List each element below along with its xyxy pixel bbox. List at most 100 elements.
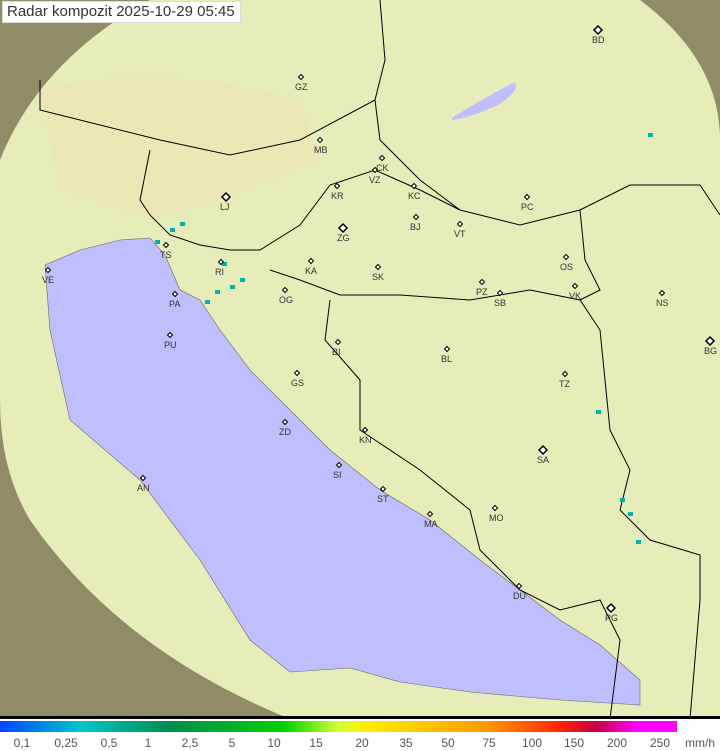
legend-label: 20 [355, 736, 369, 750]
city-pg: PG [605, 602, 618, 623]
city-marker-icon [333, 182, 341, 190]
legend-label: 75 [482, 736, 496, 750]
city-label: SI [333, 470, 342, 480]
city-label: VT [454, 229, 466, 239]
legend-label: 2,5 [181, 736, 199, 750]
city-label: DU [513, 591, 526, 601]
city-bd: BD [592, 24, 605, 45]
city-zg: ZG [337, 222, 350, 243]
city-marker-icon [571, 282, 579, 290]
city-ve: VE [42, 266, 54, 285]
city-bi: BI [332, 338, 342, 357]
city-marker-icon [293, 369, 301, 377]
city-bg: BG [704, 335, 717, 356]
city-st: ST [377, 485, 389, 504]
city-marker-icon [412, 213, 420, 221]
city-marker-icon [537, 444, 549, 456]
city-kn: KN [359, 426, 372, 445]
city-os: OS [560, 253, 573, 272]
city-si: SI [333, 461, 343, 480]
city-pc: PC [521, 193, 534, 212]
city-ri: RI [215, 258, 225, 277]
city-label: KC [408, 191, 421, 201]
city-marker-icon [316, 136, 324, 144]
coverage-north-alps [40, 77, 320, 220]
radar-echo [180, 222, 185, 226]
radar-echo [648, 133, 653, 137]
city-label: PC [521, 202, 534, 212]
city-label: MB [314, 145, 328, 155]
city-marker-icon [281, 286, 289, 294]
radar-echo [636, 540, 641, 544]
legend-label: 50 [441, 736, 455, 750]
city-marker-icon [337, 222, 349, 234]
city-label: KN [359, 435, 372, 445]
radar-echo [215, 290, 220, 294]
city-pu: PU [164, 331, 177, 350]
city-label: SB [494, 298, 506, 308]
city-pa: PA [169, 290, 180, 309]
city-marker-icon [704, 335, 716, 347]
city-og: OG [279, 286, 293, 305]
city-ka: KA [305, 257, 317, 276]
city-marker-icon [496, 289, 504, 297]
city-kc: KC [408, 182, 421, 201]
city-marker-icon [658, 289, 666, 297]
adriatic-sea [44, 237, 641, 706]
city-marker-icon [443, 345, 451, 353]
radar-echo [620, 498, 625, 502]
radar-echo [170, 228, 175, 232]
city-label: VZ [369, 175, 381, 185]
city-marker-icon [171, 290, 179, 298]
city-label: OG [279, 295, 293, 305]
city-marker-icon [478, 278, 486, 286]
city-label: ZG [337, 233, 350, 243]
city-bl: BL [441, 345, 452, 364]
city-marker-icon [307, 257, 315, 265]
city-label: BG [704, 346, 717, 356]
legend-label: 250 [649, 736, 671, 750]
city-marker-icon [44, 266, 52, 274]
radar-echoes [155, 133, 653, 544]
city-label: RI [215, 267, 224, 277]
radar-echo [596, 410, 601, 414]
legend-label: 15 [309, 736, 323, 750]
city-marker-icon [162, 241, 170, 249]
city-zd: ZD [279, 418, 291, 437]
legend-label: 1 [144, 736, 152, 750]
legend-unit: mm/h [685, 736, 715, 750]
city-marker-icon [371, 166, 379, 174]
city-marker-icon [220, 191, 232, 203]
city-marker-icon [378, 154, 386, 162]
city-du: DU [513, 582, 526, 601]
city-label: KR [331, 191, 344, 201]
city-marker-icon [334, 338, 342, 346]
city-label: MO [489, 513, 504, 523]
city-ck: CK [376, 154, 389, 173]
city-gs: GS [291, 369, 304, 388]
city-marker-icon [166, 331, 174, 339]
map-title: Radar kompozit 2025-10-29 05:45 [2, 1, 241, 23]
city-label: LJ [220, 202, 230, 212]
city-label: PG [605, 613, 618, 623]
city-label: BL [441, 354, 452, 364]
city-sk: SK [372, 263, 384, 282]
city-label: OS [560, 262, 573, 272]
legend-label: 0,1 [13, 736, 31, 750]
legend-label: 0,25 [54, 736, 78, 750]
city-ma: MA [424, 510, 438, 529]
radar-echo [628, 512, 633, 516]
city-mo: MO [489, 504, 504, 523]
city-marker-icon [561, 370, 569, 378]
city-label: GZ [295, 82, 308, 92]
city-marker-icon [217, 258, 225, 266]
city-label: KA [305, 266, 317, 276]
city-vk: VK [569, 282, 581, 301]
radar-map[interactable]: BD GZ MB CK VZ KR KC PC LJ BJ VT TS ZG VE KA SK OS RI PA PZ… [0, 0, 720, 719]
city-vz: VZ [369, 166, 381, 185]
city-marker-icon [361, 426, 369, 434]
borders [39, 0, 720, 719]
city-label: CK [376, 163, 389, 173]
legend-label: 200 [606, 736, 628, 750]
city-marker-icon [379, 485, 387, 493]
